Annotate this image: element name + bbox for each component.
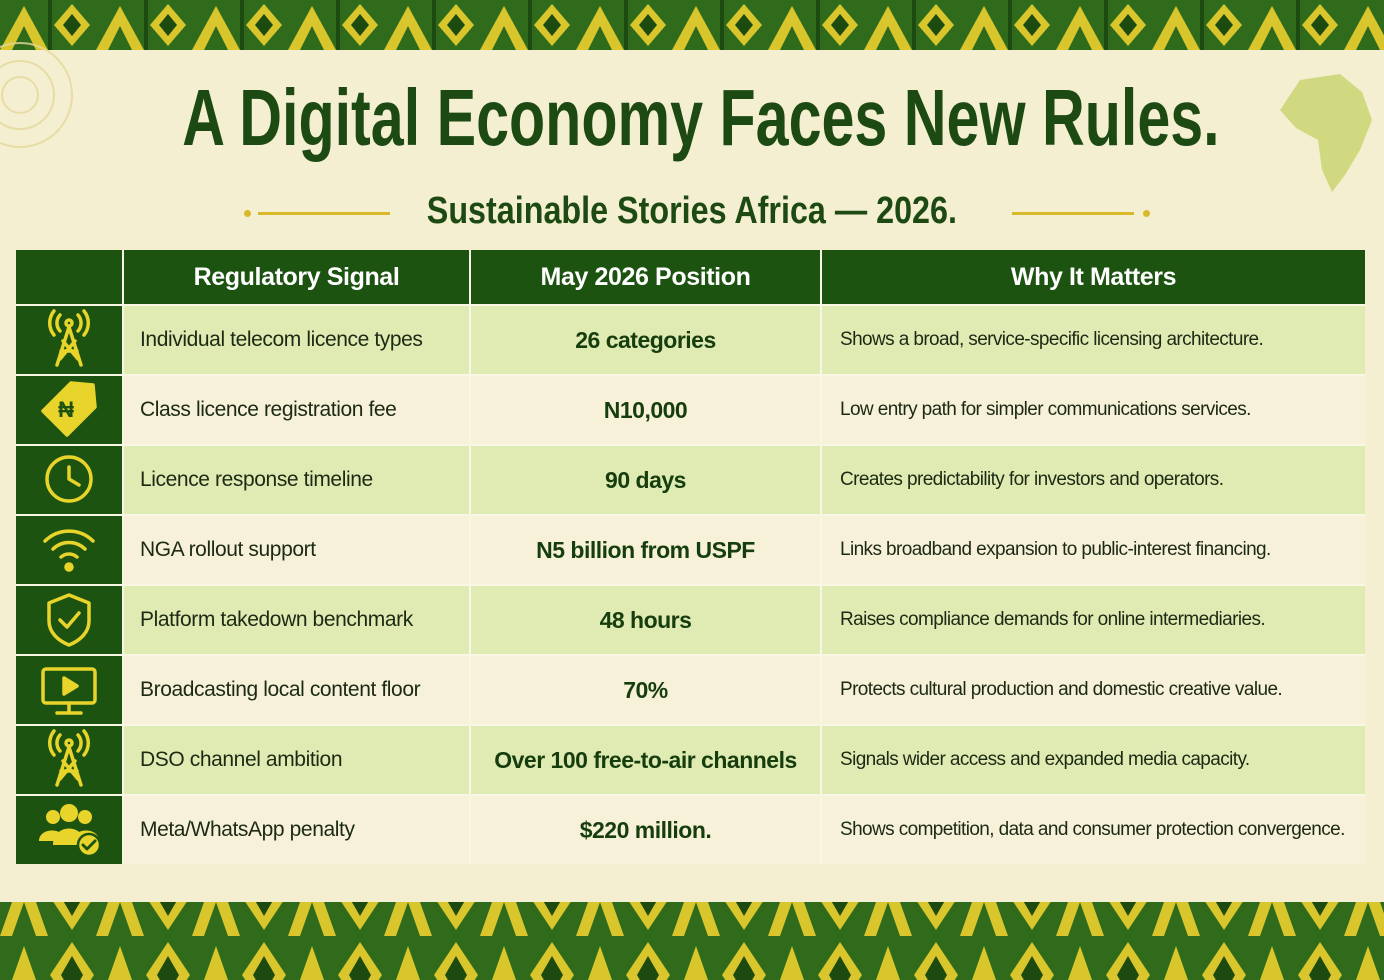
- title-wrap: A Digital Economy Faces New Rules.: [0, 72, 1384, 164]
- table-cell: 48 hours: [469, 586, 820, 654]
- clock-icon: [45, 455, 93, 503]
- table-row: Meta/WhatsApp penalty $220 million. Shows …: [16, 794, 1365, 864]
- table-cell: Shows competition, data and consumer pro…: [820, 796, 1365, 864]
- table-cell: Links broadband expansion to public-inte…: [820, 516, 1365, 584]
- table-row: Licence response timeline 90 days Creates …: [16, 444, 1365, 514]
- table-cell: Protects cultural production and domesti…: [820, 656, 1365, 724]
- table-cell: 70%: [469, 656, 820, 724]
- header-row: Regulatory Signal May 2026 Position Why It…: [16, 250, 1365, 304]
- icons: ₦: [39, 309, 102, 858]
- tower-icon: [47, 309, 91, 367]
- table-cell: Class licence registration fee: [122, 376, 469, 444]
- tower-icon: [47, 729, 91, 787]
- table-row: Class licence registration fee N10,000 Low…: [16, 374, 1365, 444]
- table-cell: Over 100 free-to-air channels: [469, 726, 820, 794]
- table-cell: DSO channel ambition: [122, 726, 469, 794]
- table-cell: 90 days: [469, 446, 820, 514]
- table-cell: Individual telecom licence types: [122, 306, 469, 374]
- table-cell: Shows a broad, service-specific licensin…: [820, 306, 1365, 374]
- subtitle: Sustainable Stories Africa — 2026.: [426, 190, 958, 232]
- dot: [1143, 210, 1150, 217]
- people-icon: [39, 804, 102, 858]
- title: A Digital Economy Faces New Rules.: [182, 73, 1220, 162]
- icon-header: [16, 250, 122, 304]
- svg-text:₦: ₦: [58, 397, 74, 422]
- icon-cell: [16, 726, 122, 794]
- africa-map: [1280, 74, 1372, 192]
- dot: [244, 210, 251, 217]
- table-cell: Signals wider access and expanded media …: [820, 726, 1365, 794]
- icon-cell: [16, 586, 122, 654]
- table-cell: N5 billion from USPF: [469, 516, 820, 584]
- tag-icon: ₦: [41, 381, 97, 437]
- table: Regulatory Signal May 2026 Position Why It…: [16, 250, 1365, 864]
- table-cell: Broadcasting local content floor: [122, 656, 469, 724]
- column-header: Why It Matters: [820, 250, 1365, 304]
- wifi-icon: [43, 529, 95, 572]
- tv-icon: [41, 667, 97, 715]
- shield-icon: [47, 593, 91, 647]
- table-cell: N10,000: [469, 376, 820, 444]
- table-row: Broadcasting local content floor 70% Prote…: [16, 654, 1365, 724]
- column-header: May 2026 Position: [469, 250, 820, 304]
- rule: [1012, 212, 1134, 215]
- table-cell: Low entry path for simpler communication…: [820, 376, 1365, 444]
- top-border: [0, 0, 1384, 50]
- table-row: NGA rollout support N5 billion from USPF L…: [16, 514, 1365, 584]
- column-header: Regulatory Signal: [122, 250, 469, 304]
- table-cell: Raises compliance demands for online int…: [820, 586, 1365, 654]
- sun-motif: [0, 42, 73, 148]
- table-cell: Meta/WhatsApp penalty: [122, 796, 469, 864]
- table-row: Platform takedown benchmark 48 hours Raise…: [16, 584, 1365, 654]
- table-cell: $220 million.: [469, 796, 820, 864]
- rule: [258, 212, 390, 215]
- bottom-border: [0, 902, 1384, 980]
- table-cell: Platform takedown benchmark: [122, 586, 469, 654]
- icon-cell: [16, 516, 122, 584]
- table-cell: NGA rollout support: [122, 516, 469, 584]
- table-row: Individual telecom licence types 26 categ…: [16, 304, 1365, 374]
- table-cell: Creates predictability for investors and…: [820, 446, 1365, 514]
- table-cell: 26 categories: [469, 306, 820, 374]
- icon-cell: [16, 306, 122, 374]
- subtitle-wrap: Sustainable Stories Africa — 2026.: [0, 190, 1384, 233]
- table-row: DSO channel ambition Over 100 free-to-air…: [16, 724, 1365, 794]
- table-cell: Licence response timeline: [122, 446, 469, 514]
